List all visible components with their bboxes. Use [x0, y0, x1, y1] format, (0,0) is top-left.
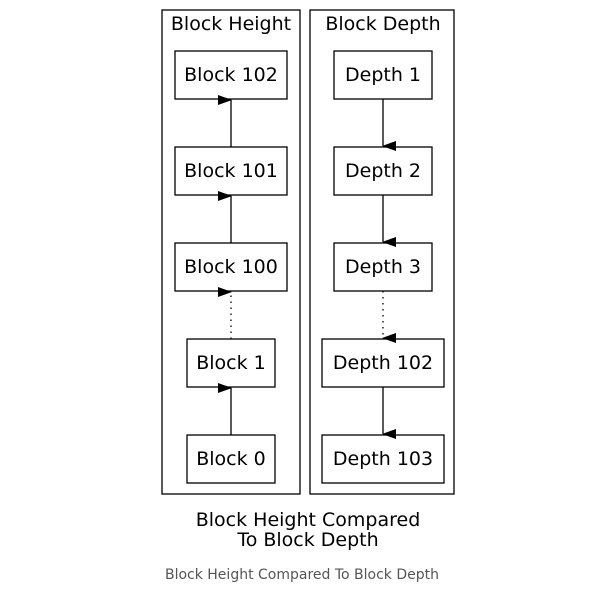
- diagram-title-line-2: To Block Depth: [236, 529, 378, 551]
- node-block-100: Block 100: [174, 242, 288, 292]
- figure-caption: Block Height Compared To Block Depth: [164, 567, 440, 583]
- node-block-101: Block 101: [174, 146, 288, 196]
- node-depth-2: Depth 2: [333, 146, 433, 196]
- svg-text:Block 0: Block 0: [196, 448, 266, 470]
- svg-text:Depth 1: Depth 1: [345, 64, 421, 86]
- block-depth-panel-title: Block Depth: [325, 13, 440, 35]
- svg-text:Depth 102: Depth 102: [333, 352, 433, 374]
- node-block-1: Block 1: [186, 338, 276, 388]
- diagram-title-line-1: Block Height Compared: [196, 509, 421, 531]
- svg-text:Block 102: Block 102: [184, 64, 278, 86]
- svg-text:Depth 103: Depth 103: [333, 448, 433, 470]
- node-depth-102: Depth 102: [321, 338, 445, 388]
- node-depth-3: Depth 3: [333, 242, 433, 292]
- node-depth-103: Depth 103: [321, 434, 445, 484]
- svg-text:Depth 3: Depth 3: [345, 256, 421, 278]
- block-height-panel: [161, 9, 301, 495]
- node-block-0: Block 0: [186, 434, 276, 484]
- block-height-panel-title: Block Height: [171, 13, 291, 35]
- svg-text:Depth 2: Depth 2: [345, 160, 421, 182]
- svg-text:Block 101: Block 101: [184, 160, 278, 182]
- block-depth-panel: [309, 9, 455, 495]
- svg-text:Block 1: Block 1: [196, 352, 266, 374]
- svg-text:Block 100: Block 100: [184, 256, 278, 278]
- node-block-102: Block 102: [174, 50, 288, 100]
- node-depth-1: Depth 1: [333, 50, 433, 100]
